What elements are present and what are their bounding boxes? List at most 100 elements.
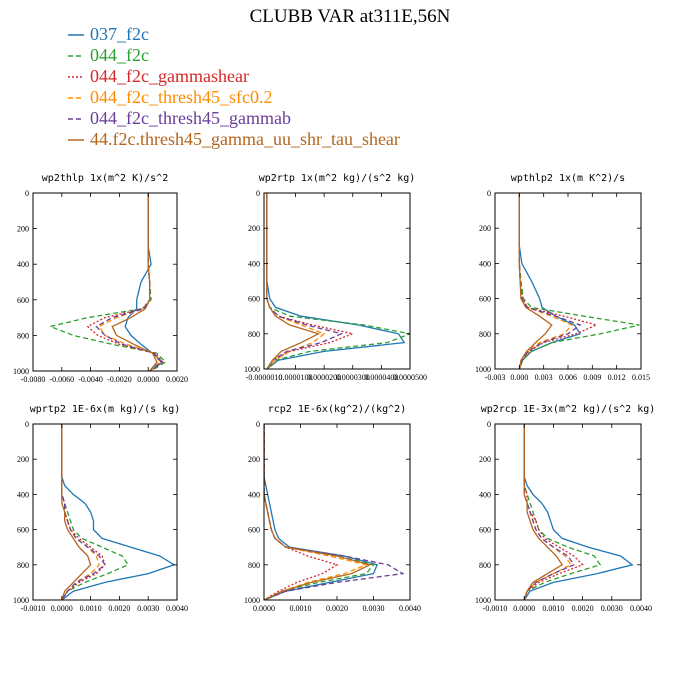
series-line <box>266 193 344 369</box>
series-line <box>264 424 405 600</box>
series-line <box>518 193 553 369</box>
x-tick-label: 0.0000300 <box>336 373 370 382</box>
series-line <box>86 193 164 371</box>
y-tick-label: 1000 <box>13 367 29 376</box>
x-tick-label: 0.0010 <box>290 604 312 613</box>
chart-panel: wp2rtp 1x(m^2 kg)/(s^2 kg) 0 200 400 600 800 1… <box>244 173 427 382</box>
chart-panel: wp2rcp 1E-3x(m^2 kg)/(s^2 kg) 0 200 400 600 8… <box>475 404 655 613</box>
x-tick-label: -0.0010 <box>21 604 46 613</box>
legend-item: 044_f2c_thresh45_sfc0.2 <box>68 87 272 107</box>
legend-label: 44.f2c.thresh45_gamma_uu_shr_tau_shear <box>90 129 400 149</box>
x-tick-label: 0.012 <box>608 373 626 382</box>
legend: 037_f2c044_f2c044_f2c_gammashear044_f2c_… <box>68 24 400 149</box>
x-tick-label: 0.003 <box>535 373 553 382</box>
y-tick-label: 200 <box>248 224 260 233</box>
plot-frame <box>494 423 642 601</box>
series-line <box>266 193 356 369</box>
x-tick-label: 0.0000500 <box>393 373 427 382</box>
plot-frame <box>263 423 411 601</box>
y-tick-label: 600 <box>17 526 29 535</box>
series-line <box>266 193 326 369</box>
y-tick-label: 400 <box>479 490 491 499</box>
series-line <box>264 424 379 600</box>
x-tick-label: 0.0020 <box>108 604 130 613</box>
y-tick-label: 1000 <box>475 596 491 605</box>
series-line <box>124 193 164 371</box>
series-line <box>523 424 602 600</box>
series-line <box>523 424 564 600</box>
y-tick-label: 400 <box>17 260 29 269</box>
chart-panel: rcp2 1E-6x(kg^2)/(kg^2) 0 200 400 600 800 1000… <box>244 404 421 613</box>
legend-label: 037_f2c <box>90 24 149 44</box>
x-tick-label: -0.0000010 <box>246 373 283 382</box>
y-tick-label: 0 <box>256 189 260 198</box>
y-tick-label: 400 <box>248 259 260 268</box>
legend-item: 44.f2c.thresh45_gamma_uu_shr_tau_shear <box>68 129 400 149</box>
x-tick-label: 0.0020 <box>572 604 594 613</box>
y-tick-label: 0 <box>25 189 29 198</box>
panels: wp2thlp 1x(m^2 K)/s^202004006008001000-0… <box>13 173 655 613</box>
series-line <box>95 193 163 371</box>
series-line <box>61 424 92 600</box>
x-tick-label: 0.0000 <box>137 375 159 384</box>
x-tick-label: 0.0000100 <box>278 373 312 382</box>
series-line <box>518 193 582 369</box>
series-line <box>98 193 161 371</box>
y-tick-label: 400 <box>17 490 29 499</box>
x-tick-label: 0.0020 <box>326 604 348 613</box>
plot-frame <box>494 192 642 370</box>
y-tick-label: 0 <box>25 420 29 429</box>
series-line <box>523 424 575 600</box>
x-tick-label: -0.0080 <box>21 375 46 384</box>
x-tick-label: 0.006 <box>559 373 577 382</box>
series-line <box>523 424 634 600</box>
y-tick-label: 1000 <box>244 365 260 374</box>
series-line <box>264 424 339 600</box>
y-tick-label: 800 <box>479 330 491 339</box>
x-tick-label: 0.0040 <box>630 604 652 613</box>
legend-label: 044_f2c_thresh45_gammab <box>90 108 291 128</box>
panel-title: wp2rtp 1x(m^2 kg)/(s^2 kg) <box>259 173 416 184</box>
y-tick-label: 800 <box>248 561 260 570</box>
legend-label: 044_f2c_gammashear <box>90 66 249 86</box>
x-tick-label: 0.0000 <box>513 604 535 613</box>
y-tick-label: 600 <box>479 295 491 304</box>
legend-label: 044_f2c <box>90 45 149 65</box>
legend-item: 044_f2c <box>68 45 149 65</box>
x-tick-label: 0.015 <box>632 373 650 382</box>
y-tick-label: 1000 <box>244 596 260 605</box>
panel-title: wprtp2 1E-6x(m kg)/(s kg) <box>30 404 181 415</box>
y-tick-label: 600 <box>248 295 260 304</box>
series-line <box>264 424 375 600</box>
y-tick-label: 800 <box>479 561 491 570</box>
panel-title: wp2rcp 1E-3x(m^2 kg)/(s^2 kg) <box>481 404 656 415</box>
chart-panel: wp2thlp 1x(m^2 K)/s^202004006008001000-0… <box>13 173 188 384</box>
y-tick-label: 200 <box>17 455 29 464</box>
legend-label: 044_f2c_thresh45_sfc0.2 <box>90 87 272 107</box>
series-group <box>264 424 405 600</box>
y-tick-label: 400 <box>479 259 491 268</box>
y-tick-label: 800 <box>17 561 29 570</box>
series-group <box>266 193 410 369</box>
x-tick-label: 0.0030 <box>363 604 385 613</box>
series-line <box>264 424 372 600</box>
x-tick-label: 0.0010 <box>80 604 102 613</box>
y-tick-label: 0 <box>487 420 491 429</box>
chart-panel: wprtp2 1E-6x(m kg)/(s kg)0 200 400 600 800 10… <box>13 404 188 613</box>
panel-title: wp2thlp 1x(m^2 K)/s^2 <box>42 173 168 184</box>
series-line <box>61 424 106 600</box>
x-tick-label: 0.0030 <box>601 604 623 613</box>
y-tick-label: 0 <box>256 420 260 429</box>
figure-title: CLUBB VAR at311E,56N <box>250 6 451 27</box>
plot-frame <box>263 192 411 370</box>
panel-title: wpthlp2 1x(m K^2)/s <box>511 173 625 184</box>
x-tick-label: 0.0000 <box>253 604 275 613</box>
plot-frame <box>32 192 178 372</box>
y-tick-label: 200 <box>479 224 491 233</box>
series-line <box>61 424 106 600</box>
y-tick-label: 200 <box>248 455 260 464</box>
x-tick-label: 0.0040 <box>166 604 188 613</box>
x-tick-label: -0.0040 <box>78 375 103 384</box>
y-tick-label: 600 <box>17 296 29 305</box>
